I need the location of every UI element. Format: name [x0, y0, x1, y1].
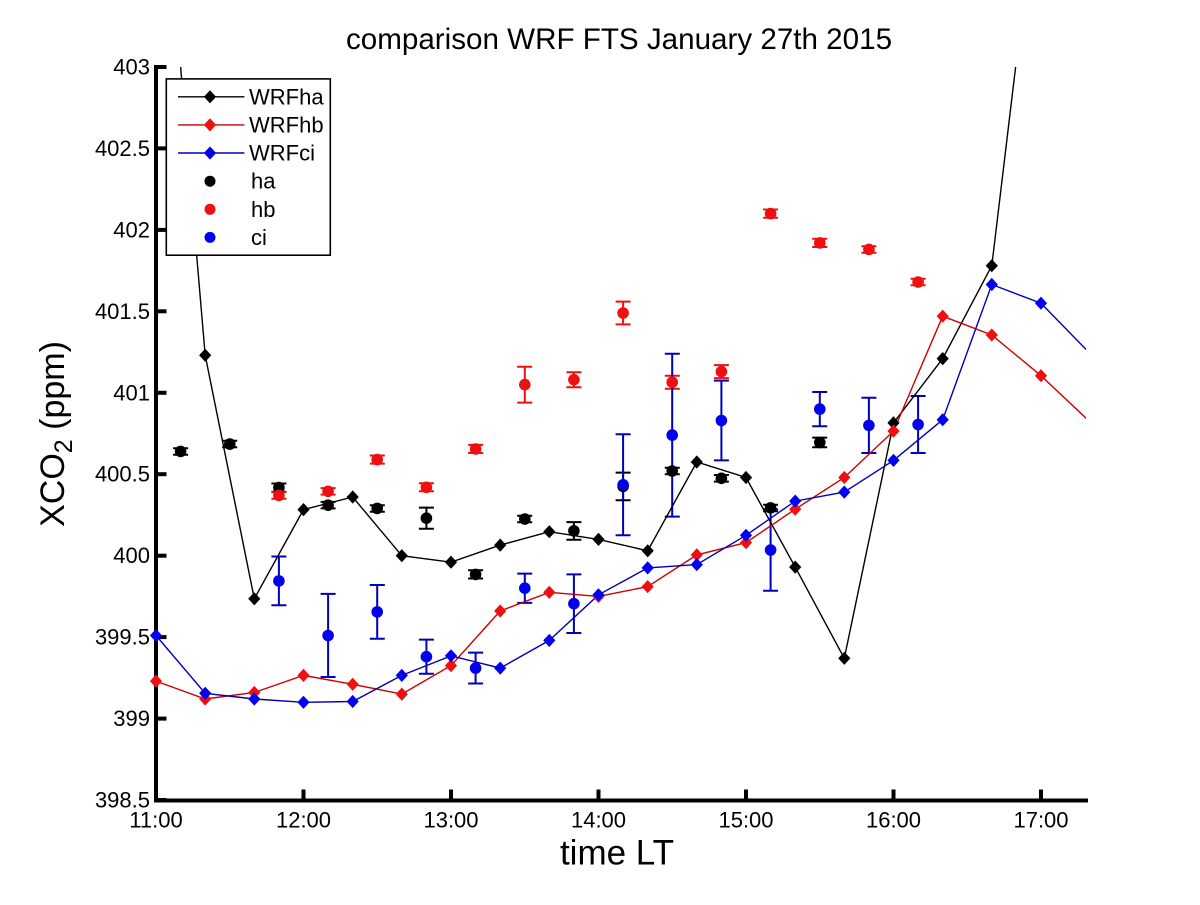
svg-text:14:00: 14:00: [571, 808, 626, 833]
svg-text:time LT: time LT: [560, 834, 674, 873]
svg-text:15:00: 15:00: [718, 808, 773, 833]
svg-text:XCO2 (ppm): XCO2 (ppm): [34, 341, 78, 527]
svg-text:WRFhb: WRFhb: [249, 112, 324, 137]
svg-text:16:00: 16:00: [866, 808, 921, 833]
svg-text:13:00: 13:00: [423, 808, 478, 833]
svg-text:401.5: 401.5: [95, 299, 150, 324]
svg-text:399.5: 399.5: [95, 625, 150, 650]
svg-text:398.5: 398.5: [95, 788, 150, 813]
svg-text:400.5: 400.5: [95, 462, 150, 487]
svg-text:hb: hb: [251, 197, 275, 222]
svg-text:comparison WRF FTS January 27t: comparison WRF FTS January 27th 2015: [346, 23, 892, 56]
svg-text:402: 402: [113, 217, 150, 242]
svg-text:17:00: 17:00: [1013, 808, 1068, 833]
svg-text:WRFha: WRFha: [249, 84, 324, 109]
svg-text:403: 403: [113, 55, 150, 80]
svg-text:399: 399: [113, 706, 150, 731]
svg-text:ci: ci: [251, 225, 267, 250]
svg-text:11:00: 11:00: [129, 808, 182, 833]
svg-text:12:00: 12:00: [276, 808, 331, 833]
svg-text:400: 400: [113, 543, 150, 568]
svg-text:402.5: 402.5: [95, 136, 150, 161]
svg-text:401: 401: [113, 380, 150, 405]
svg-text:WRFci: WRFci: [249, 141, 315, 166]
svg-text:ha: ha: [251, 169, 276, 194]
